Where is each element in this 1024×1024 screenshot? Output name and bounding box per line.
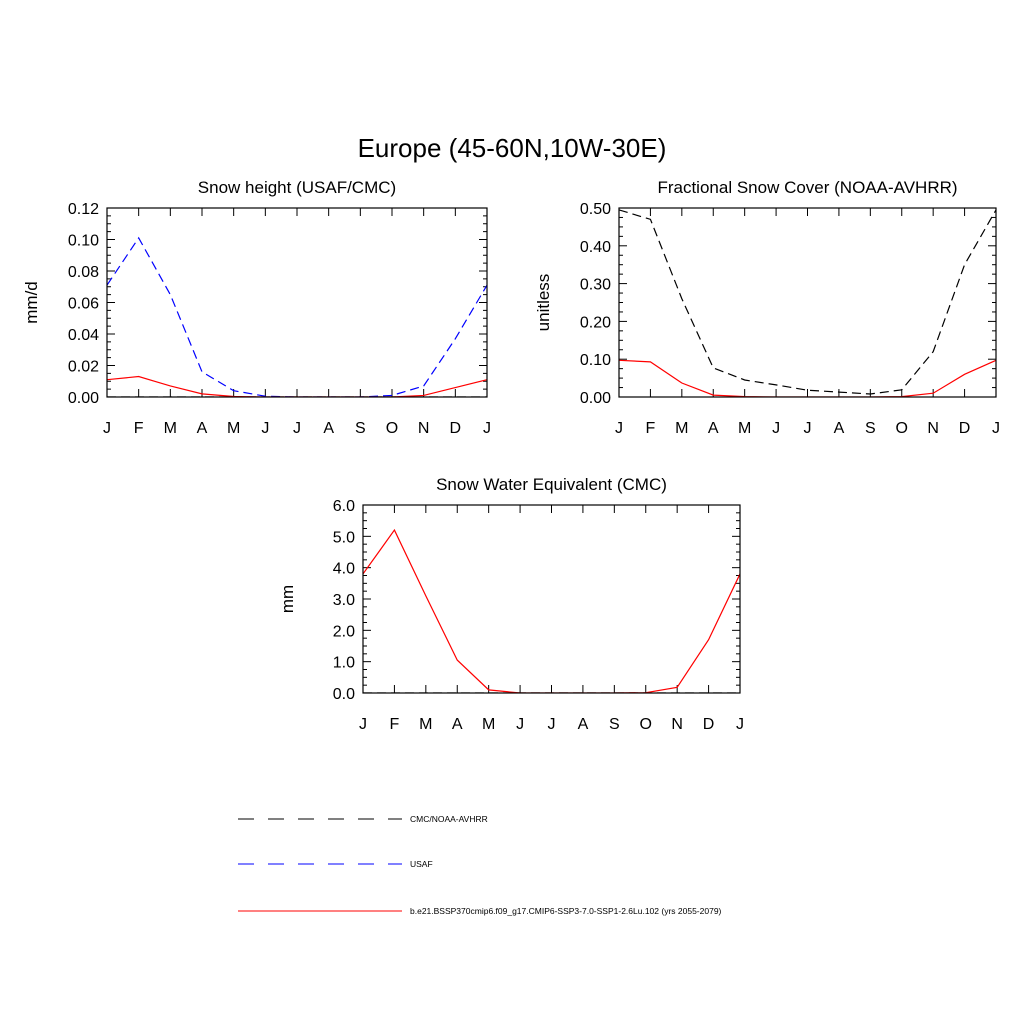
panel-1: Snow height (USAF/CMC) mm/d 0.00 0.02 0.04 0.… [22, 178, 491, 437]
y-tick-label: 0.50 [580, 201, 611, 218]
x-tick-label: J [293, 420, 301, 437]
y-tick-label: 0.04 [68, 327, 99, 344]
x-tick-label: D [959, 420, 971, 437]
x-tick-label: M [227, 420, 240, 437]
x-tick-label: O [386, 420, 398, 437]
series-line-b [107, 375, 487, 397]
y-tick-label: 0.08 [68, 264, 99, 281]
x-tick-label: A [834, 420, 845, 437]
plot-frame [618, 207, 997, 398]
x-tick-label: J [359, 716, 367, 733]
y-tick-label: 0.0 [333, 686, 355, 703]
x-tick-label: J [772, 420, 780, 437]
y-tick-label: 0.02 [68, 359, 99, 376]
x-tick-label: A [708, 420, 719, 437]
plot-frame [106, 207, 488, 398]
legend-label: b.e21.BSSP370cmip6.f09_g17.CMIP6-SSP3-7.… [410, 906, 722, 916]
x-tick-label: N [927, 420, 939, 437]
y-tick-label: 0.10 [68, 233, 99, 250]
x-tick-label: S [865, 420, 876, 437]
x-tick-label: A [197, 420, 208, 437]
panel-2: Fractional Snow Cover (NOAA-AVHRR) unitle… [534, 178, 1000, 437]
x-tick-label: F [134, 420, 144, 437]
y-tick-label: 0.06 [68, 296, 99, 313]
y-axis-label: mm [278, 585, 297, 613]
y-tick-label: 1.0 [333, 655, 355, 672]
x-tick-label: N [418, 420, 430, 437]
x-tick-label: J [736, 716, 744, 733]
legend-label: USAF [410, 859, 433, 869]
y-tick-label: 0.30 [580, 277, 611, 294]
panel-3: Snow Water Equivalent (CMC) mm 0.0 1.0 2.0 3.… [278, 475, 744, 733]
panels: Snow height (USAF/CMC) mm/d 0.00 0.02 0.04 0.… [22, 178, 1000, 733]
x-tick-label: M [738, 420, 751, 437]
series-line-b [363, 528, 740, 693]
y-tick-label: 2.0 [333, 623, 355, 640]
y-tick-label: 4.0 [333, 561, 355, 578]
x-tick-label: F [646, 420, 656, 437]
panel-title: Snow height (USAF/CMC) [198, 178, 396, 197]
x-tick-label: M [482, 716, 495, 733]
x-tick-label: A [323, 420, 334, 437]
figure-title: Europe (45-60N,10W-30E) [358, 133, 667, 163]
legend: CMC/NOAA-AVHRR USAF b.e21.BSSP370cmip6.f09… [238, 814, 722, 916]
panel-title: Snow Water Equivalent (CMC) [436, 475, 667, 494]
y-tick-label: 5.0 [333, 529, 355, 546]
x-tick-label: J [548, 716, 556, 733]
x-tick-label: J [103, 420, 111, 437]
y-tick-label: 0.00 [580, 390, 611, 407]
x-tick-label: D [703, 716, 715, 733]
series-line-cmc [619, 209, 996, 395]
x-tick-label: J [615, 420, 623, 437]
panel-title: Fractional Snow Cover (NOAA-AVHRR) [657, 178, 957, 197]
x-tick-label: F [390, 716, 400, 733]
x-tick-label: J [992, 420, 1000, 437]
x-tick-label: N [671, 716, 683, 733]
y-axis-label: unitless [534, 274, 553, 332]
x-tick-label: S [609, 716, 620, 733]
x-tick-label: J [804, 420, 812, 437]
plot-frame [362, 504, 741, 694]
x-tick-label: J [261, 420, 269, 437]
series-line-b [619, 359, 996, 397]
x-tick-label: J [483, 420, 491, 437]
y-axis-label: mm/d [22, 281, 41, 324]
y-tick-label: 0.20 [580, 314, 611, 331]
x-tick-label: M [164, 420, 177, 437]
y-tick-label: 6.0 [333, 498, 355, 515]
y-tick-label: 0.10 [580, 352, 611, 369]
x-tick-label: O [640, 716, 652, 733]
x-tick-label: S [355, 420, 366, 437]
x-tick-label: M [675, 420, 688, 437]
legend-label: CMC/NOAA-AVHRR [410, 814, 488, 824]
x-tick-label: D [450, 420, 462, 437]
x-tick-label: M [419, 716, 432, 733]
y-tick-label: 3.0 [333, 592, 355, 609]
x-tick-label: A [578, 716, 589, 733]
y-tick-label: 0.00 [68, 390, 99, 407]
y-tick-label: 0.12 [68, 201, 99, 218]
y-tick-label: 0.40 [580, 239, 611, 256]
x-tick-label: A [452, 716, 463, 733]
x-tick-label: J [516, 716, 524, 733]
series-line-usaf [107, 236, 487, 397]
x-tick-label: O [896, 420, 908, 437]
